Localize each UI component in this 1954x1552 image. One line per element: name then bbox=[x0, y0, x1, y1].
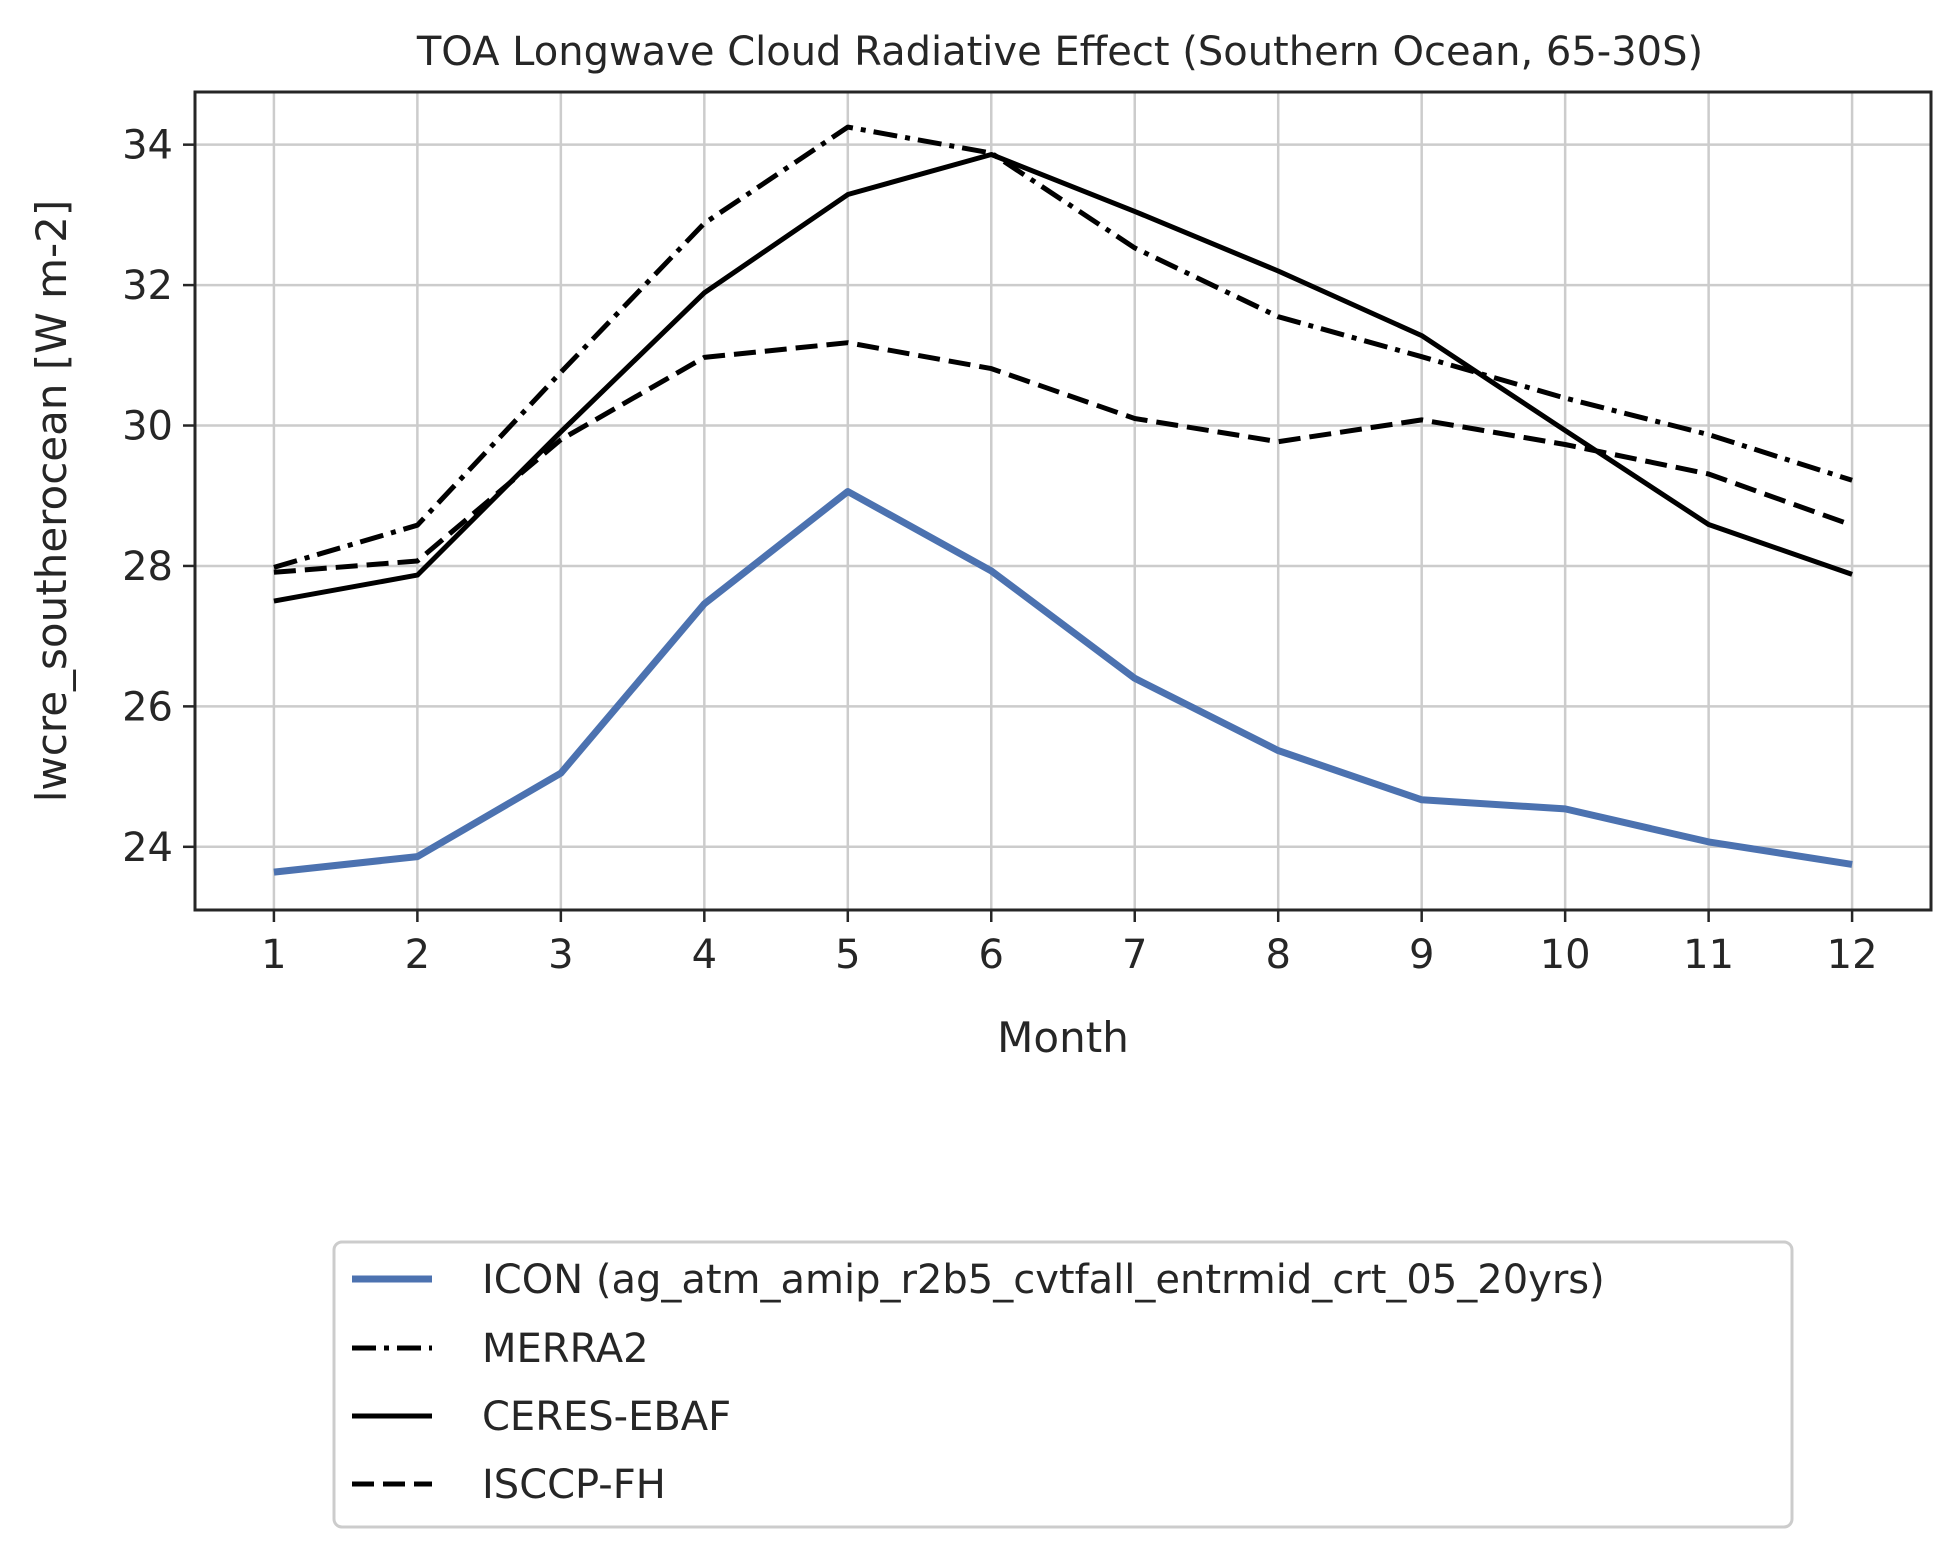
x-tick-label: 5 bbox=[835, 932, 860, 978]
y-tick-label: 32 bbox=[122, 263, 173, 309]
y-axis-ticks: 24 26 28 30 32 34 bbox=[122, 123, 195, 871]
legend: ICON (ag_atm_amip_r2b5_cvtfall_entrmid_c… bbox=[332, 1240, 1794, 1529]
series-line-ceres-ebaf bbox=[273, 152, 1853, 604]
x-axis-ticks: 1 2 3 4 5 6 7 8 9 10 11 12 bbox=[261, 910, 1878, 978]
x-tick-label: 12 bbox=[1827, 932, 1878, 978]
x-axis-label: Month bbox=[997, 1013, 1129, 1062]
series-line-icon bbox=[273, 488, 1853, 876]
x-tick-label: 11 bbox=[1683, 932, 1734, 978]
series-line-merra2 bbox=[273, 124, 1853, 570]
legend-label: MERRA2 bbox=[482, 1326, 649, 1372]
y-tick-label: 26 bbox=[122, 684, 173, 730]
legend-items: ICON (ag_atm_amip_r2b5_cvtfall_entrmid_c… bbox=[352, 1257, 1605, 1508]
y-tick-label: 24 bbox=[122, 825, 173, 871]
series-line-isccp-fh bbox=[273, 340, 1853, 575]
y-tick-label: 34 bbox=[122, 123, 173, 169]
x-tick-label: 8 bbox=[1265, 932, 1290, 978]
x-tick-label: 1 bbox=[261, 932, 286, 978]
legend-frame bbox=[332, 1240, 1794, 1529]
legend-label: ISCCP-FH bbox=[482, 1462, 666, 1508]
x-tick-label: 10 bbox=[1540, 932, 1591, 978]
x-tick-label: 6 bbox=[979, 932, 1004, 978]
x-tick-label: 4 bbox=[692, 932, 717, 978]
x-tick-label: 3 bbox=[548, 932, 573, 978]
plot-lines bbox=[273, 124, 1853, 876]
chart-title: TOA Longwave Cloud Radiative Effect (Sou… bbox=[416, 29, 1703, 75]
grid bbox=[195, 92, 1931, 910]
x-tick-label: 7 bbox=[1122, 932, 1147, 978]
y-tick-label: 30 bbox=[122, 404, 173, 450]
plot-frame bbox=[193, 90, 1933, 912]
y-axis-label: lwcre_southerocean [W m-2] bbox=[27, 200, 76, 803]
x-tick-label: 9 bbox=[1409, 932, 1434, 978]
x-tick-label: 2 bbox=[405, 932, 430, 978]
legend-label: CERES-EBAF bbox=[482, 1394, 731, 1440]
y-tick-label: 28 bbox=[122, 544, 173, 590]
legend-label: ICON (ag_atm_amip_r2b5_cvtfall_entrmid_c… bbox=[482, 1257, 1605, 1303]
